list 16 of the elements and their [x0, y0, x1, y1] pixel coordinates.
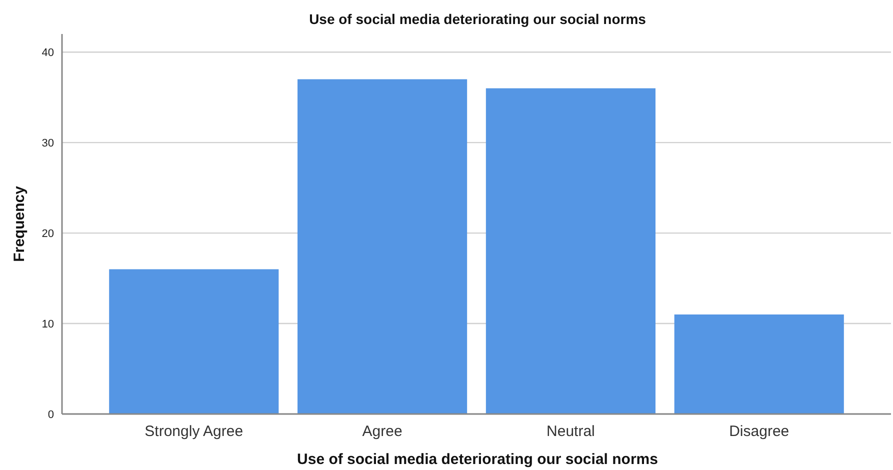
- x-tick-label: Strongly Agree: [144, 423, 244, 440]
- y-tick-label: 0: [48, 408, 54, 421]
- x-tick-label: Disagree: [729, 423, 790, 440]
- bar: [298, 79, 468, 414]
- y-tick-label: 20: [42, 228, 54, 240]
- chart-title: Use of social media deteriorating our social norms: [309, 11, 646, 27]
- y-tick-label: 30: [42, 137, 54, 150]
- x-axis-title: Use of social media deteriorating our social norms: [297, 451, 658, 468]
- x-tick-label: Agree: [362, 423, 402, 440]
- bar: [674, 314, 844, 414]
- bar: [486, 88, 656, 414]
- x-tick-label: Neutral: [546, 423, 595, 440]
- y-tick-label: 40: [42, 46, 54, 59]
- y-axis-title: Frequency: [11, 185, 28, 262]
- y-tick-label: 10: [42, 318, 54, 330]
- bar: [109, 269, 279, 414]
